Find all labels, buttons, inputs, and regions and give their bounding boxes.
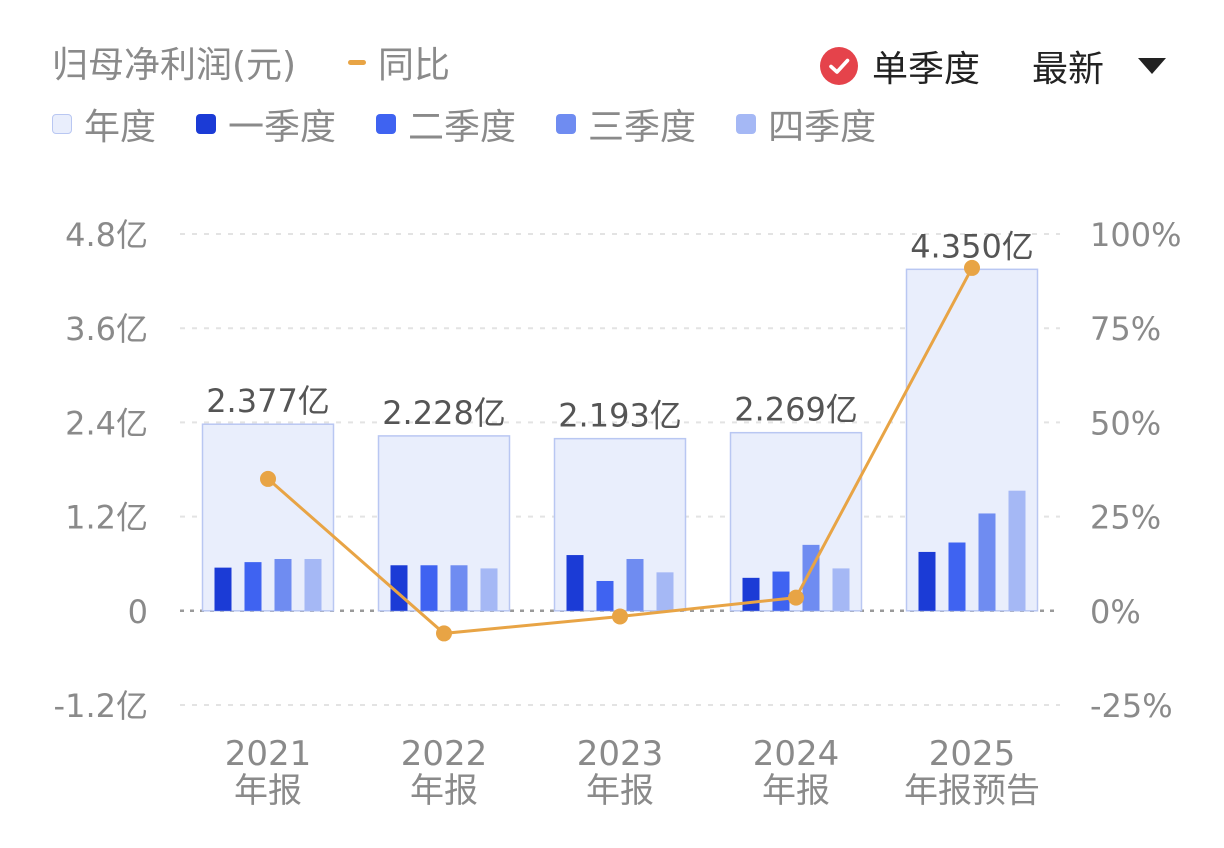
- annual-value-label: 4.350亿: [910, 227, 1034, 265]
- yoy-legend-label: 同比: [378, 45, 451, 86]
- annual-value-label: 2.193亿: [558, 397, 682, 435]
- chart-title: 归母净利润(元): [52, 36, 296, 88]
- annual-value-label: 2.228亿: [382, 394, 506, 432]
- left-axis-tick-label: 2.4亿: [65, 404, 148, 442]
- period-dropdown-label: 最新: [1032, 49, 1105, 90]
- checkmark-icon: [820, 47, 858, 85]
- right-axis-tick-label: 0%: [1090, 593, 1141, 631]
- quarter-bar: [450, 565, 468, 611]
- yoy-point: [436, 625, 452, 642]
- quarter-bar: [742, 577, 760, 611]
- legend-label-q4: 四季度: [768, 107, 877, 148]
- legend-label-q2: 二季度: [408, 107, 517, 148]
- left-axis-tick-label: 4.8亿: [65, 216, 148, 254]
- right-axis-tick-label: 50%: [1090, 404, 1161, 442]
- x-axis-year-label: 2022: [401, 734, 488, 774]
- x-axis-report-label: 年报预告: [904, 771, 1040, 811]
- quarter-bar: [656, 572, 674, 611]
- quarter-bar: [832, 568, 850, 611]
- right-axis-tick-label: 25%: [1090, 499, 1161, 537]
- quarter-bar: [772, 571, 790, 611]
- left-axis-tick-label: -1.2亿: [54, 687, 148, 725]
- legend-item-q4[interactable]: 四季度: [736, 98, 876, 150]
- quarter-bar: [420, 565, 438, 611]
- legend-item-annual[interactable]: 年度: [52, 98, 156, 150]
- legend-swatch-q2: [376, 114, 397, 134]
- right-axis-tick-label: 75%: [1090, 310, 1161, 348]
- quarter-bar: [596, 580, 614, 611]
- legend-item-q1[interactable]: 一季度: [196, 98, 336, 150]
- quarter-bar: [918, 551, 936, 611]
- quarter-bar: [480, 568, 498, 611]
- x-axis-report-label: 年报: [762, 771, 830, 811]
- left-axis-tick-label: 3.6亿: [65, 310, 148, 348]
- left-axis-tick-label: 0: [128, 593, 148, 631]
- quarter-bar: [1008, 490, 1026, 611]
- legend-label-q1: 一季度: [228, 107, 337, 148]
- yoy-point: [260, 470, 276, 487]
- x-axis-year-label: 2023: [577, 734, 664, 774]
- quarter-bar: [566, 555, 584, 611]
- yoy-point: [612, 608, 628, 625]
- quarter-bar: [214, 567, 232, 611]
- yoy-legend[interactable]: 同比: [348, 36, 450, 88]
- quarter-bar: [274, 558, 292, 611]
- legend-swatch-q4: [736, 114, 757, 134]
- period-dropdown[interactable]: 最新: [1032, 40, 1167, 92]
- legend-swatch-q3: [556, 114, 577, 134]
- legend-label-annual: 年度: [84, 107, 157, 148]
- yoy-line-swatch: [348, 59, 366, 65]
- annual-value-label: 2.269亿: [734, 391, 858, 429]
- legend-swatch-annual: [52, 114, 72, 134]
- right-axis-tick-label: 100%: [1090, 216, 1181, 254]
- yoy-point: [788, 589, 804, 606]
- x-axis-year-label: 2024: [753, 734, 840, 774]
- x-axis-year-label: 2025: [929, 734, 1016, 774]
- dropdown-triangle-icon: [1138, 58, 1167, 74]
- legend-item-q2[interactable]: 二季度: [376, 98, 516, 150]
- x-axis-year-label: 2021: [225, 734, 312, 774]
- x-axis-report-label: 年报: [234, 771, 302, 811]
- legend-item-q3[interactable]: 三季度: [556, 98, 696, 150]
- yoy-point: [964, 259, 980, 276]
- quarter-bar: [244, 562, 262, 611]
- quarter-bar: [978, 513, 996, 611]
- quarter-bar: [304, 558, 322, 611]
- left-axis-tick-label: 1.2亿: [65, 499, 148, 537]
- single-quarter-label: 单季度: [872, 49, 981, 90]
- series-legend: 年度 一季度 二季度 三季度 四季度: [52, 98, 916, 150]
- x-axis-report-label: 年报: [586, 771, 654, 811]
- right-axis-tick-label: -25%: [1090, 687, 1173, 725]
- single-quarter-toggle[interactable]: 单季度: [820, 40, 980, 92]
- annual-value-label: 2.377亿: [206, 382, 330, 420]
- x-axis-report-label: 年报: [410, 771, 478, 811]
- legend-swatch-q1: [196, 114, 217, 134]
- quarter-bar: [948, 542, 966, 611]
- chart-title-text: 归母净利润(元): [52, 45, 297, 86]
- legend-label-q3: 三季度: [588, 107, 697, 148]
- quarter-bar: [626, 558, 644, 611]
